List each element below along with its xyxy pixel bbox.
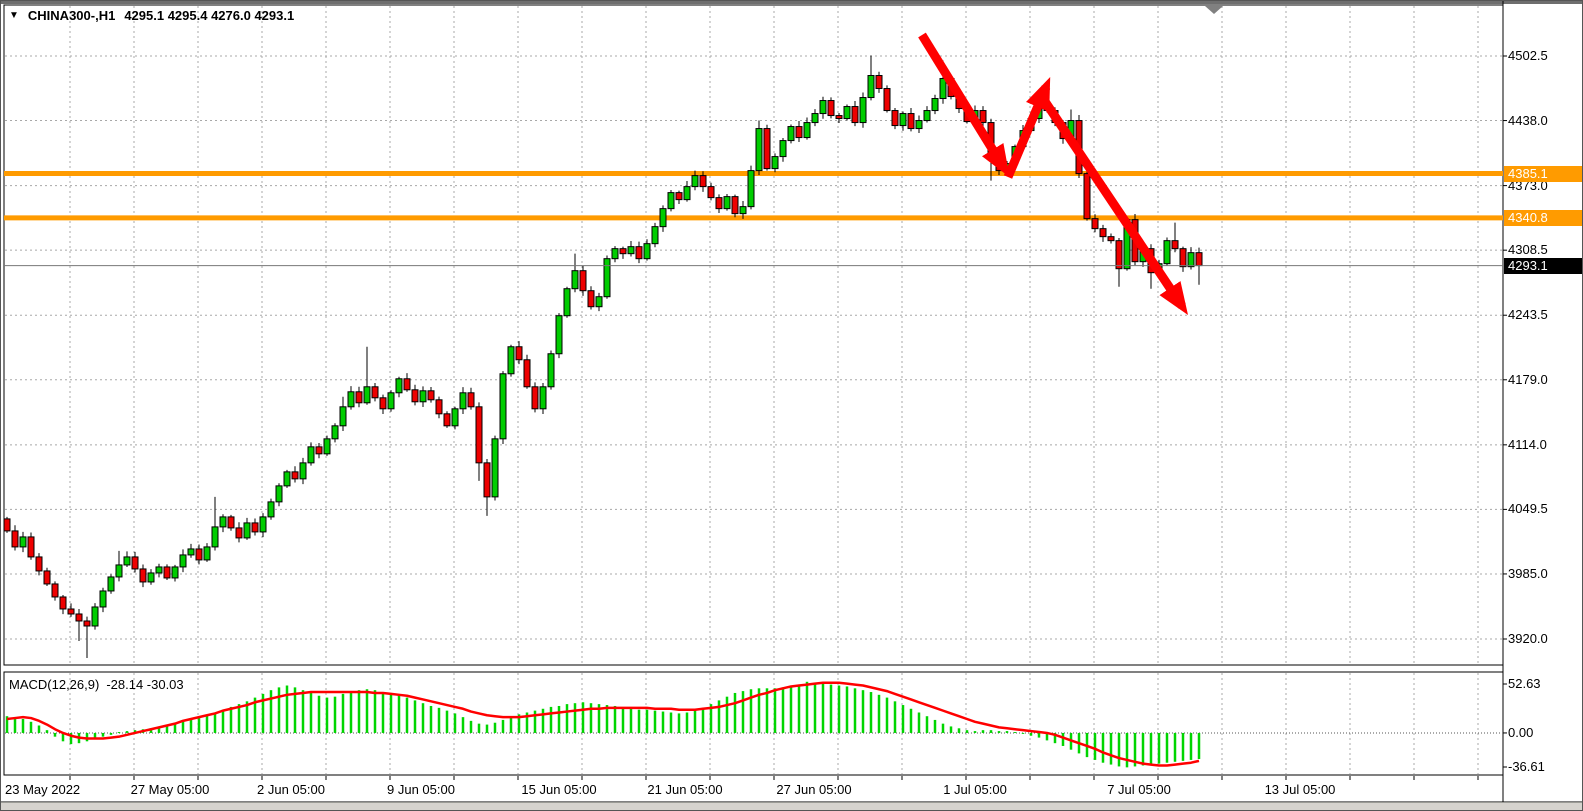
grid-lines <box>5 6 1502 774</box>
price-axis-label: 4243.5 <box>1508 307 1548 323</box>
time-axis-label: 21 Jun 05:00 <box>647 782 723 797</box>
axis-tick-marks <box>69 55 1507 780</box>
price-axis-label: 4308.5 <box>1508 242 1548 258</box>
level-price-label: 4385.1 <box>1504 165 1582 182</box>
chart-header: ▼ CHINA300-,H1 4295.1 4295.4 4276.0 4293… <box>9 8 294 23</box>
macd-name-label: MACD(12,26,9) <box>9 677 100 692</box>
candlestick-series <box>3 55 1203 659</box>
time-axis-label: 27 Jun 05:00 <box>776 782 852 797</box>
price-axis-label: 4179.0 <box>1508 371 1548 387</box>
time-axis-label: 15 Jun 05:00 <box>521 782 597 797</box>
time-axis-label: 23 May 2022 <box>5 782 81 797</box>
chart-shift-marker-icon[interactable] <box>1205 6 1223 14</box>
window-top-border <box>1 1 1582 4</box>
time-axis-label: 2 Jun 05:00 <box>257 782 325 797</box>
time-axis-label: 1 Jul 05:00 <box>943 782 1007 797</box>
ohlc-values-label: 4295.1 4295.4 4276.0 4293.1 <box>124 8 295 23</box>
level-price-label: 4340.8 <box>1504 209 1582 226</box>
price-axis-label: 4502.5 <box>1508 48 1548 63</box>
time-axis-label: 7 Jul 05:00 <box>1107 782 1171 797</box>
macd-indicator-series <box>5 681 1201 768</box>
macd-axis-label: -36.61 <box>1508 759 1545 774</box>
trend-arrow-drawings[interactable] <box>918 32 1189 315</box>
price-axis-label: 4438.0 <box>1508 112 1548 128</box>
macd-axis-label: 0.00 <box>1508 724 1534 740</box>
macd-axis-label: 52.63 <box>1508 676 1541 691</box>
window-bottom-strip <box>1 802 1582 810</box>
price-axis-label: 4049.5 <box>1508 501 1548 517</box>
price-axis-label: 4114.0 <box>1508 436 1547 452</box>
macd-indicator-header: MACD(12,26,9) -28.14 -30.03 <box>9 677 184 692</box>
symbol-timeframe-label: CHINA300-,H1 <box>27 8 116 23</box>
time-axis-label: 27 May 05:00 <box>130 782 210 797</box>
price-axis-label: 3920.0 <box>1508 631 1548 646</box>
macd-values-label: -28.14 -30.03 <box>106 677 184 692</box>
current-price-label: 4293.1 <box>1504 257 1582 274</box>
time-axis-label: 9 Jun 05:00 <box>387 782 455 797</box>
chart-menu-dropdown-icon[interactable]: ▼ <box>9 10 19 21</box>
price-axis-label: 3985.0 <box>1508 565 1548 581</box>
time-axis-label: 13 Jul 05:00 <box>1264 782 1336 797</box>
